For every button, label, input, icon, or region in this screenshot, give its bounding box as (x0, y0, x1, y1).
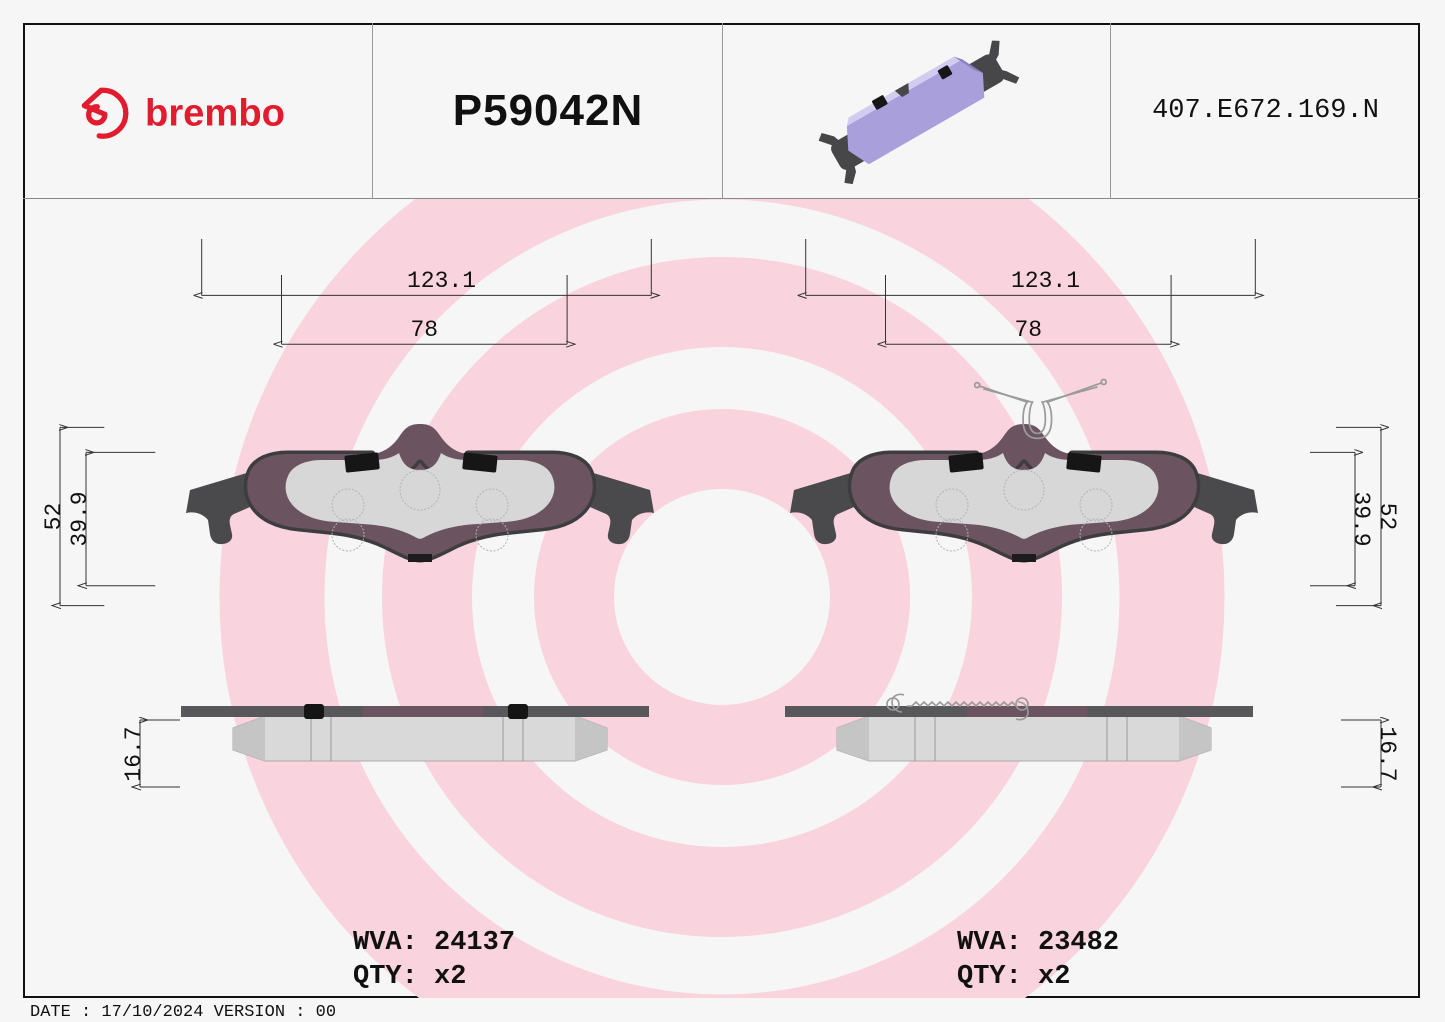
svg-text:123.1: 123.1 (1011, 268, 1080, 294)
svg-text:78: 78 (1014, 317, 1042, 343)
svg-text:78: 78 (410, 317, 438, 343)
svg-text:16.7: 16.7 (1374, 726, 1400, 781)
svg-text:39.9: 39.9 (67, 491, 93, 546)
svg-text:52: 52 (1374, 503, 1400, 531)
svg-text:39.9: 39.9 (1348, 491, 1374, 546)
svg-text:16.7: 16.7 (121, 726, 147, 781)
svg-text:123.1: 123.1 (407, 268, 476, 294)
svg-text:52: 52 (41, 503, 67, 531)
svg-text:QTY: x2: QTY: x2 (957, 962, 1070, 992)
svg-text:brembo: brembo (145, 91, 285, 134)
svg-text:WVA: 23482: WVA: 23482 (957, 928, 1119, 958)
svg-text:WVA: 24137: WVA: 24137 (353, 928, 515, 958)
svg-text:QTY: x2: QTY: x2 (353, 962, 466, 992)
